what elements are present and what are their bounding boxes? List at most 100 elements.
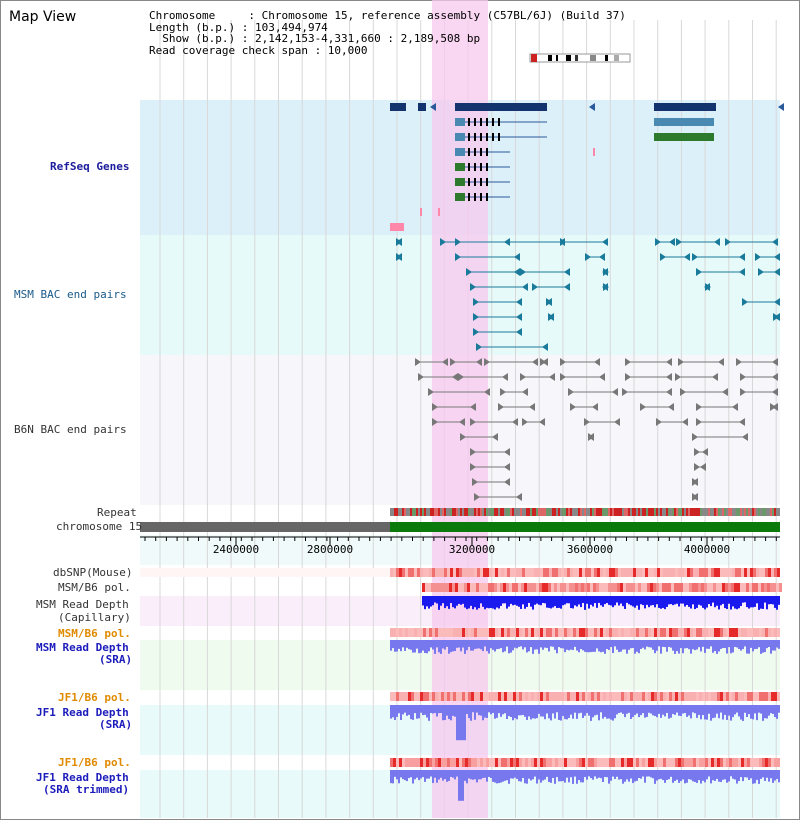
repeat-block <box>546 508 548 516</box>
heat-cell <box>642 758 645 767</box>
heat-cell <box>498 692 501 701</box>
heat-cell <box>576 758 579 767</box>
heat-cell <box>759 628 762 637</box>
repeat-block <box>678 508 680 516</box>
heat-cell <box>540 692 543 701</box>
depth-bar <box>650 640 652 648</box>
heat-cell <box>551 583 554 592</box>
refseq-transcript-exon <box>455 118 465 126</box>
track-label-msm-b6-pol-2[interactable]: MSM/B6 pol. <box>58 627 131 640</box>
depth-bar <box>716 596 718 606</box>
depth-bar <box>684 705 686 714</box>
depth-bar <box>630 640 632 649</box>
b6n-bac-pair-end <box>428 388 434 396</box>
heat-cell <box>609 568 612 577</box>
heat-cell <box>678 628 681 637</box>
depth-bar <box>646 770 648 777</box>
track-label-msm-read-depth-capillary[interactable]: MSM Read Depth <box>36 598 129 611</box>
depth-bar <box>742 770 744 782</box>
depth-bar <box>740 770 742 778</box>
depth-bar <box>500 770 502 783</box>
track-label-jf1-read-depth-trimmed[interactable]: JF1 Read Depth <box>36 771 129 784</box>
depth-bar <box>568 596 570 604</box>
repeat-block <box>648 508 650 516</box>
depth-bar <box>460 596 462 605</box>
info-chromosome: Chromosome : Chromosome 15, reference as… <box>149 9 626 22</box>
repeat-block <box>744 508 746 516</box>
repeat-block <box>760 508 762 516</box>
heat-cell <box>647 583 650 592</box>
track-label-msm-read-depth-sra[interactable]: MSM Read Depth <box>36 641 129 654</box>
depth-bar <box>520 640 522 647</box>
track-label-msm-b6-pol[interactable]: MSM/B6 pol. <box>58 581 131 594</box>
heat-cell <box>687 568 690 577</box>
depth-bar <box>746 770 748 778</box>
heat-cell <box>663 692 666 701</box>
heat-cell <box>417 692 420 701</box>
heat-cell <box>603 568 606 577</box>
depth-bar <box>684 770 686 784</box>
msm-depth-capillary <box>422 596 780 610</box>
depth-bar <box>464 640 466 654</box>
depth-bar <box>704 705 706 720</box>
repeat-block <box>610 508 612 516</box>
depth-bar <box>454 596 456 609</box>
repeat-block <box>724 508 726 516</box>
track-label-refseq[interactable]: RefSeq Genes <box>50 160 130 173</box>
track-label-repeat[interactable]: Repeat <box>97 506 137 519</box>
msm-bac-pair-end <box>564 283 570 291</box>
heat-cell <box>423 568 426 577</box>
repeat-block <box>558 508 560 516</box>
msm-bac-pair-end <box>396 238 402 246</box>
depth-bar <box>428 770 430 779</box>
track-label-msm-bac[interactable]: MSM BAC end pairs <box>14 288 127 301</box>
heat-cell <box>555 628 558 637</box>
depth-bar <box>666 705 668 713</box>
heat-cell <box>588 692 591 701</box>
depth-bar <box>436 770 438 783</box>
track-label-jf1-b6-pol-2[interactable]: JF1/B6 pol. <box>58 756 131 769</box>
depth-bar <box>598 596 600 603</box>
b6n-bac-pair-end <box>458 373 464 381</box>
track-label-dbsnp[interactable]: dbSNP(Mouse) <box>53 566 133 579</box>
track-label-jf1-read-depth[interactable]: JF1 Read Depth <box>36 706 129 719</box>
depth-bar <box>662 705 664 715</box>
heat-cell <box>749 583 752 592</box>
gene-arrow <box>778 103 784 111</box>
heat-cell <box>396 758 399 767</box>
refseq-exon <box>474 193 476 201</box>
repeat-block <box>600 508 602 516</box>
heat-cell <box>488 583 491 592</box>
track-label-chromosome[interactable]: chromosome 15 <box>56 520 143 533</box>
heat-cell <box>414 568 417 577</box>
track-label-jf1-b6-pol[interactable]: JF1/B6 pol. <box>58 691 131 704</box>
heat-cell <box>660 692 663 701</box>
depth-bar <box>516 640 518 649</box>
refseq-gene <box>390 103 406 111</box>
depth-bar <box>712 705 714 719</box>
heat-cell <box>747 568 750 577</box>
repeat-block <box>420 508 422 516</box>
heat-cell <box>456 692 459 701</box>
b6n-bac-pair-end <box>614 418 620 426</box>
heat-cell <box>552 692 555 701</box>
repeat-block <box>458 508 460 516</box>
heat-cell <box>572 583 575 592</box>
track-label-b6n-bac[interactable]: B6N BAC end pairs <box>14 423 127 436</box>
heat-cell <box>549 692 552 701</box>
heat-cell <box>717 758 720 767</box>
depth-bar <box>458 770 460 801</box>
b6n-bac-pair-end <box>500 388 506 396</box>
depth-bar <box>662 596 664 608</box>
heat-cell <box>552 628 555 637</box>
heat-cell <box>483 628 486 637</box>
heat-cell <box>764 583 767 592</box>
depth-bar <box>576 596 578 607</box>
depth-bar <box>646 640 648 647</box>
depth-bar <box>454 705 456 717</box>
depth-bar <box>714 596 716 608</box>
heat-cell <box>759 568 762 577</box>
repeat-block <box>640 508 642 516</box>
ideogram-band <box>548 55 552 61</box>
